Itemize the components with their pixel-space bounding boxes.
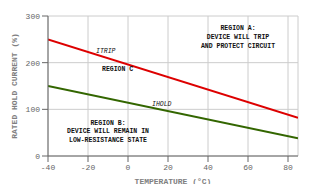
svg-text:TEMPERATURE (°C): TEMPERATURE (°C): [135, 177, 212, 184]
svg-text:REGION C: REGION C: [102, 66, 133, 73]
svg-text:-40: -40: [41, 163, 56, 172]
svg-text:0: 0: [126, 163, 131, 172]
svg-text:100: 100: [26, 105, 41, 114]
svg-text:0: 0: [35, 152, 40, 161]
svg-text:60: 60: [243, 163, 253, 172]
svg-text:REGION A:DEVICE WILL TRIPAND P: REGION A:DEVICE WILL TRIPAND PROTECT CIR…: [201, 25, 275, 50]
svg-text:80: 80: [283, 163, 293, 172]
svg-text:300: 300: [26, 12, 41, 21]
svg-text:REGION B:DEVICE WILL REMAIN IN: REGION B:DEVICE WILL REMAIN INLOW-RESIST…: [67, 120, 149, 145]
svg-text:40: 40: [203, 163, 213, 172]
svg-text:ITRIP: ITRIP: [96, 48, 116, 55]
svg-text:-20: -20: [81, 163, 96, 172]
svg-text:RATED HOLD CURRENT (%): RATED HOLD CURRENT (%): [10, 33, 19, 139]
svg-text:200: 200: [26, 59, 41, 68]
svg-text:IHOLD: IHOLD: [152, 101, 172, 108]
svg-text:20: 20: [163, 163, 173, 172]
